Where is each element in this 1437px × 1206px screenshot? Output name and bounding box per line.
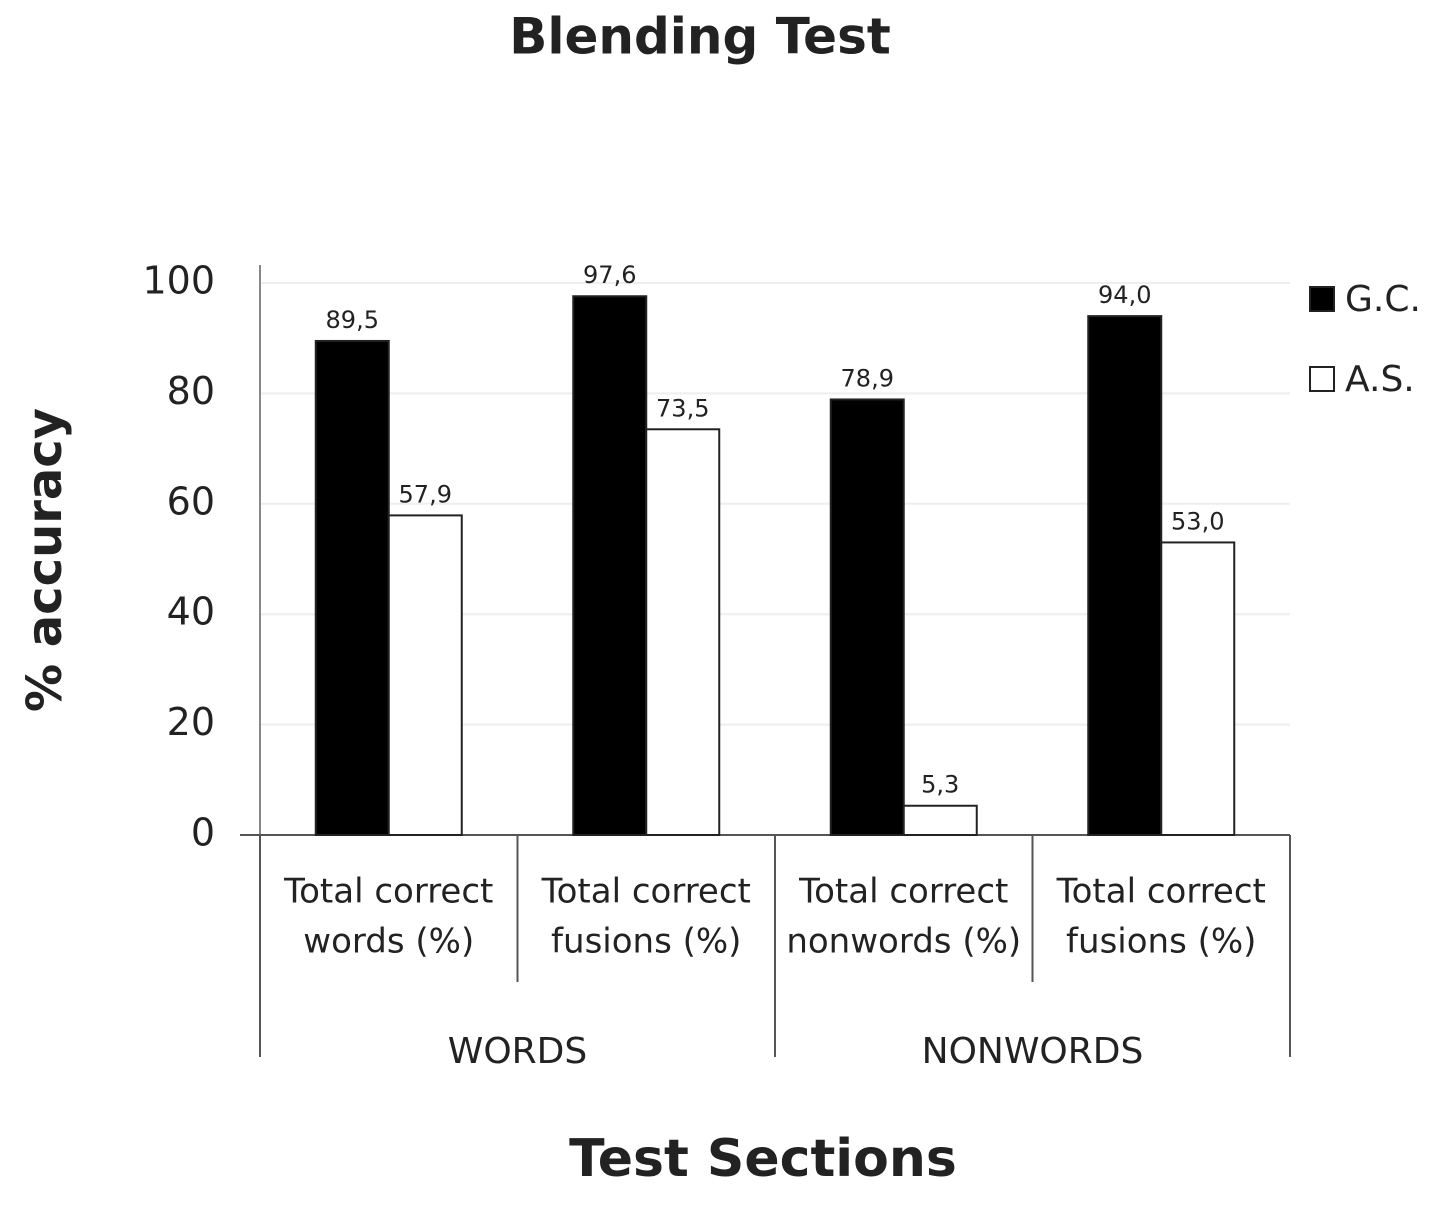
legend-label: A.S. xyxy=(1345,359,1415,400)
bar xyxy=(387,514,463,837)
x-tick-label: words (%) xyxy=(303,922,474,962)
bar xyxy=(829,398,905,836)
x-tick-label: Total correct xyxy=(798,872,1008,912)
x-tick-label: fusions (%) xyxy=(1066,922,1256,962)
x-tick-label: fusions (%) xyxy=(551,922,741,962)
data-label: 78,9 xyxy=(841,364,894,392)
legend-label: G.C. xyxy=(1345,279,1421,320)
x-tick-label: nonwords (%) xyxy=(786,922,1021,962)
data-label: 57,9 xyxy=(399,480,452,508)
data-label: 94,0 xyxy=(1098,281,1151,309)
chart-title: Blending Test xyxy=(509,8,891,66)
x-tick-label: Total correct xyxy=(283,872,493,912)
legend-swatch xyxy=(1309,286,1335,312)
x-tick-label: Total correct xyxy=(1056,872,1266,912)
y-tick-label: 40 xyxy=(167,590,215,634)
data-label: 97,6 xyxy=(583,261,636,289)
bar xyxy=(645,428,721,836)
bar xyxy=(572,295,648,836)
y-tick-label: 60 xyxy=(167,479,215,523)
data-label: 53,0 xyxy=(1171,507,1224,535)
y-tick-label: 0 xyxy=(191,811,215,855)
bar xyxy=(1087,315,1163,836)
y-axis-title: % accuracy xyxy=(17,408,73,712)
bar xyxy=(314,339,390,836)
data-label: 5,3 xyxy=(921,771,959,799)
bar xyxy=(902,804,978,837)
bar xyxy=(1160,541,1236,836)
data-label: 73,5 xyxy=(656,394,709,422)
group-label: WORDS xyxy=(448,1031,588,1072)
y-tick-label: 80 xyxy=(167,369,215,413)
group-label: NONWORDS xyxy=(922,1031,1144,1072)
legend-swatch xyxy=(1309,366,1335,392)
x-axis-title: Test Sections xyxy=(569,1129,957,1189)
y-tick-label: 20 xyxy=(167,700,215,744)
y-tick-label: 100 xyxy=(142,259,215,303)
data-label: 89,5 xyxy=(326,306,379,334)
x-tick-label: Total correct xyxy=(541,872,751,912)
